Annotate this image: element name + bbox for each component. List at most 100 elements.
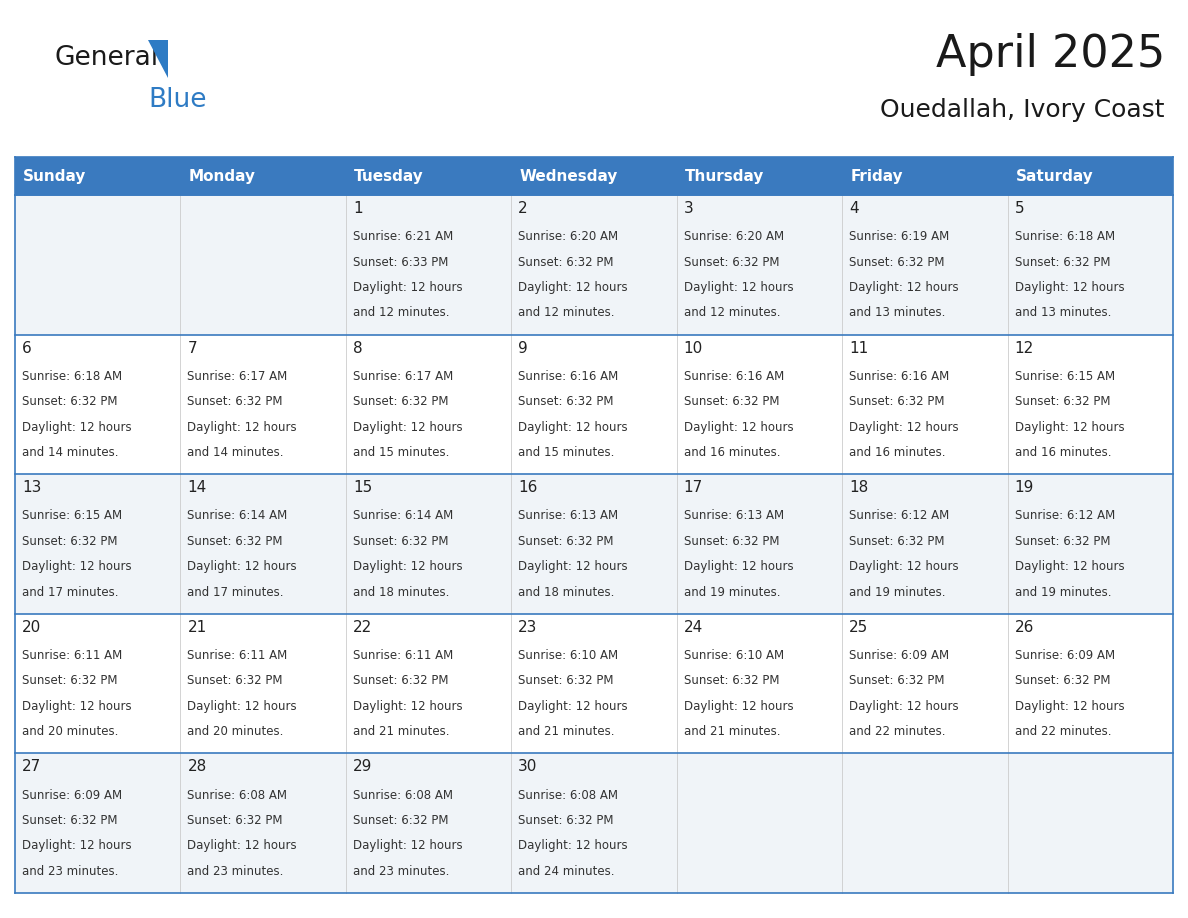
Text: Sunset: 6:32 PM: Sunset: 6:32 PM <box>518 395 614 409</box>
Bar <box>842 754 1007 893</box>
Text: Daylight: 12 hours: Daylight: 12 hours <box>849 560 959 573</box>
Bar <box>181 334 346 475</box>
Text: Friday: Friday <box>851 169 903 184</box>
Text: and 12 minutes.: and 12 minutes. <box>353 307 449 319</box>
Text: 26: 26 <box>1015 620 1034 635</box>
Text: 27: 27 <box>23 759 42 775</box>
Text: and 15 minutes.: and 15 minutes. <box>518 446 614 459</box>
Text: and 22 minutes.: and 22 minutes. <box>849 725 946 738</box>
Text: Daylight: 12 hours: Daylight: 12 hours <box>353 281 462 294</box>
Text: and 17 minutes.: and 17 minutes. <box>23 586 119 599</box>
Text: Monday: Monday <box>189 169 255 184</box>
Text: Sunset: 6:32 PM: Sunset: 6:32 PM <box>849 395 944 409</box>
Bar <box>346 157 511 195</box>
Text: Sunrise: 6:13 AM: Sunrise: 6:13 AM <box>684 509 784 522</box>
Text: Daylight: 12 hours: Daylight: 12 hours <box>353 560 462 573</box>
Bar <box>677 475 842 614</box>
Text: Daylight: 12 hours: Daylight: 12 hours <box>849 700 959 712</box>
Bar <box>842 334 1007 475</box>
Text: 12: 12 <box>1015 341 1034 355</box>
Bar <box>346 614 511 754</box>
Text: and 15 minutes.: and 15 minutes. <box>353 446 449 459</box>
Text: Sunset: 6:32 PM: Sunset: 6:32 PM <box>1015 535 1110 548</box>
Text: Sunset: 6:32 PM: Sunset: 6:32 PM <box>188 675 283 688</box>
Text: Daylight: 12 hours: Daylight: 12 hours <box>188 700 297 712</box>
Text: 1: 1 <box>353 201 362 216</box>
Text: Sunrise: 6:11 AM: Sunrise: 6:11 AM <box>23 649 122 662</box>
Text: Sunset: 6:32 PM: Sunset: 6:32 PM <box>353 395 448 409</box>
Text: Sunrise: 6:15 AM: Sunrise: 6:15 AM <box>23 509 122 522</box>
Text: Sunrise: 6:20 AM: Sunrise: 6:20 AM <box>684 230 784 243</box>
Text: Sunrise: 6:12 AM: Sunrise: 6:12 AM <box>1015 509 1114 522</box>
Text: Ouedallah, Ivory Coast: Ouedallah, Ivory Coast <box>880 98 1165 122</box>
Text: and 16 minutes.: and 16 minutes. <box>684 446 781 459</box>
Text: Sunrise: 6:16 AM: Sunrise: 6:16 AM <box>684 370 784 383</box>
Text: and 19 minutes.: and 19 minutes. <box>849 586 946 599</box>
Text: Daylight: 12 hours: Daylight: 12 hours <box>353 700 462 712</box>
Text: and 21 minutes.: and 21 minutes. <box>353 725 449 738</box>
Bar <box>181 195 346 334</box>
Polygon shape <box>148 40 168 78</box>
Text: Daylight: 12 hours: Daylight: 12 hours <box>1015 281 1124 294</box>
Bar <box>346 195 511 334</box>
Text: Sunrise: 6:19 AM: Sunrise: 6:19 AM <box>849 230 949 243</box>
Bar <box>511 195 677 334</box>
Bar <box>15 614 181 754</box>
Bar <box>511 614 677 754</box>
Text: Sunrise: 6:15 AM: Sunrise: 6:15 AM <box>1015 370 1114 383</box>
Bar <box>842 195 1007 334</box>
Text: Sunrise: 6:12 AM: Sunrise: 6:12 AM <box>849 509 949 522</box>
Text: 28: 28 <box>188 759 207 775</box>
Text: Daylight: 12 hours: Daylight: 12 hours <box>849 281 959 294</box>
Text: 22: 22 <box>353 620 372 635</box>
Text: Daylight: 12 hours: Daylight: 12 hours <box>1015 420 1124 433</box>
Text: Sunset: 6:32 PM: Sunset: 6:32 PM <box>849 675 944 688</box>
Text: and 21 minutes.: and 21 minutes. <box>684 725 781 738</box>
Text: Daylight: 12 hours: Daylight: 12 hours <box>684 281 794 294</box>
Text: Daylight: 12 hours: Daylight: 12 hours <box>23 700 132 712</box>
Bar <box>346 334 511 475</box>
Text: Daylight: 12 hours: Daylight: 12 hours <box>518 281 628 294</box>
Text: Sunrise: 6:14 AM: Sunrise: 6:14 AM <box>353 509 453 522</box>
Bar <box>1007 157 1173 195</box>
Text: and 24 minutes.: and 24 minutes. <box>518 865 614 878</box>
Text: Sunrise: 6:09 AM: Sunrise: 6:09 AM <box>23 789 122 801</box>
Bar <box>842 157 1007 195</box>
Text: Daylight: 12 hours: Daylight: 12 hours <box>684 420 794 433</box>
Text: Sunrise: 6:17 AM: Sunrise: 6:17 AM <box>353 370 453 383</box>
Text: Sunset: 6:32 PM: Sunset: 6:32 PM <box>1015 255 1110 269</box>
Bar <box>346 475 511 614</box>
Text: Sunset: 6:32 PM: Sunset: 6:32 PM <box>23 675 118 688</box>
Text: Sunset: 6:32 PM: Sunset: 6:32 PM <box>684 675 779 688</box>
Text: and 13 minutes.: and 13 minutes. <box>1015 307 1111 319</box>
Text: and 20 minutes.: and 20 minutes. <box>23 725 119 738</box>
Text: and 19 minutes.: and 19 minutes. <box>1015 586 1111 599</box>
Bar <box>1007 195 1173 334</box>
Text: 4: 4 <box>849 201 859 216</box>
Text: Daylight: 12 hours: Daylight: 12 hours <box>684 560 794 573</box>
Text: Sunset: 6:32 PM: Sunset: 6:32 PM <box>518 535 614 548</box>
Text: 2: 2 <box>518 201 527 216</box>
Text: and 16 minutes.: and 16 minutes. <box>1015 446 1111 459</box>
Text: Sunrise: 6:08 AM: Sunrise: 6:08 AM <box>188 789 287 801</box>
Text: 29: 29 <box>353 759 372 775</box>
Bar <box>511 334 677 475</box>
Bar <box>511 475 677 614</box>
Text: and 13 minutes.: and 13 minutes. <box>849 307 946 319</box>
Text: Sunrise: 6:21 AM: Sunrise: 6:21 AM <box>353 230 453 243</box>
Bar <box>181 614 346 754</box>
Text: 24: 24 <box>684 620 703 635</box>
Text: Sunset: 6:32 PM: Sunset: 6:32 PM <box>849 535 944 548</box>
Text: Daylight: 12 hours: Daylight: 12 hours <box>188 560 297 573</box>
Bar <box>15 754 181 893</box>
Text: Wednesday: Wednesday <box>519 169 618 184</box>
Text: Sunset: 6:32 PM: Sunset: 6:32 PM <box>684 535 779 548</box>
Bar <box>677 334 842 475</box>
Text: Sunrise: 6:20 AM: Sunrise: 6:20 AM <box>518 230 619 243</box>
Text: and 12 minutes.: and 12 minutes. <box>684 307 781 319</box>
Text: 16: 16 <box>518 480 538 495</box>
Text: Sunset: 6:32 PM: Sunset: 6:32 PM <box>23 814 118 827</box>
Text: Sunrise: 6:18 AM: Sunrise: 6:18 AM <box>23 370 122 383</box>
Text: 21: 21 <box>188 620 207 635</box>
Bar <box>511 754 677 893</box>
